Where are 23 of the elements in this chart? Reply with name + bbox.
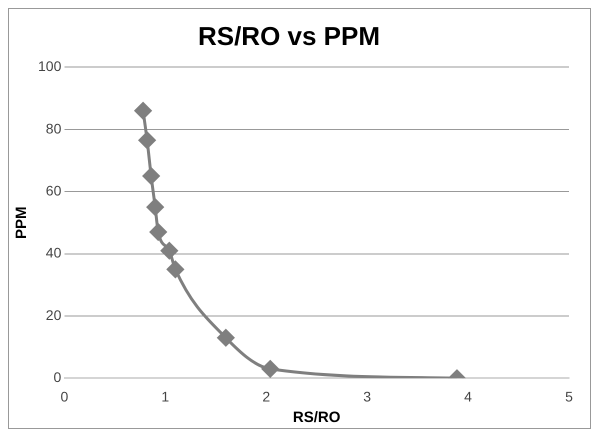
point <box>138 132 156 149</box>
x-tick-label: 1 <box>161 388 170 404</box>
y-tick-label: 100 <box>38 58 62 74</box>
point <box>150 224 167 241</box>
point <box>217 329 234 346</box>
x-tick-label: 2 <box>262 388 270 404</box>
x-tick-label: 5 <box>565 388 574 404</box>
y-tick-label: 60 <box>46 182 62 198</box>
chart-title: RS/RO vs PPM <box>198 20 380 51</box>
x-tick-label: 4 <box>464 388 472 404</box>
point <box>166 260 184 278</box>
y-tick-label: 80 <box>46 120 62 136</box>
y-tick-label: 20 <box>46 306 62 323</box>
point <box>160 242 178 260</box>
x-axis-title: RS/RO <box>292 409 341 426</box>
y-tick-label: 40 <box>46 244 62 261</box>
y-axis-title: PPM <box>13 206 30 239</box>
point <box>134 102 152 120</box>
x-tick-label: 3 <box>363 388 372 404</box>
point <box>142 168 160 185</box>
y-tick-label: 0 <box>54 369 62 386</box>
point <box>262 360 279 378</box>
point <box>146 198 164 216</box>
